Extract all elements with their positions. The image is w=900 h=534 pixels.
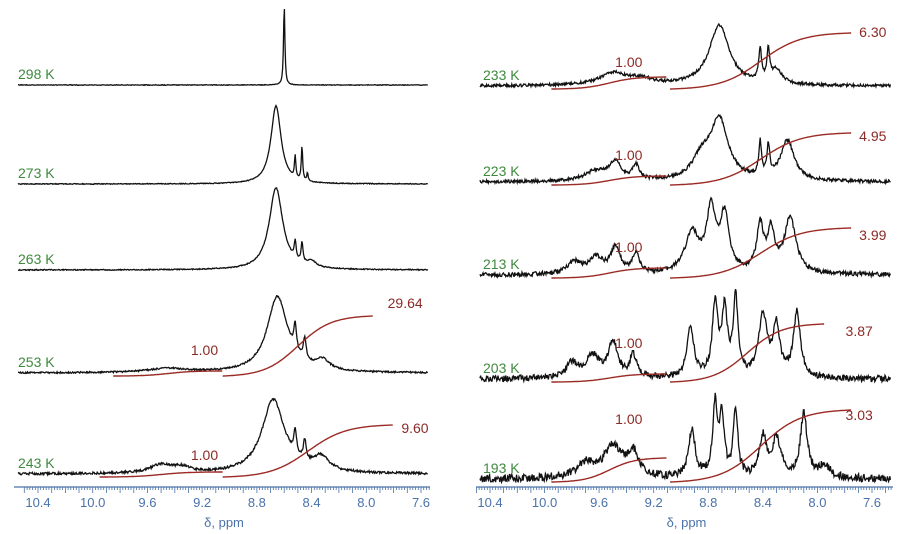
x-tick-label: 8.8 [248, 495, 266, 510]
right-spectra-panel: 233 K 1.00 6.30 223 K 1.00 4.95 213 K 1.00 3.99 2… [475, 22, 893, 530]
integral-value-label: 3.03 [846, 407, 873, 423]
temperature-label: 243 K [18, 455, 55, 471]
x-tick-label: 7.6 [863, 495, 881, 510]
integral-curve-small [113, 370, 223, 377]
temperature-label: 213 K [483, 256, 520, 272]
x-tick-label: 8.4 [754, 495, 772, 510]
integral-curve-main [670, 323, 825, 383]
x-tick-label: 8.4 [303, 495, 321, 510]
x-tick-label: 9.6 [590, 495, 608, 510]
x-tick-label: 10.0 [532, 495, 557, 510]
x-tick-label: 8.0 [808, 495, 826, 510]
integral-curve-small [551, 76, 667, 90]
integral-value-label: 9.60 [401, 420, 428, 436]
x-axis-label: δ, ppm [204, 515, 244, 530]
integral-value-label: 1.00 [191, 342, 218, 358]
x-tick-label: 10.0 [80, 495, 105, 510]
spectrum-trace-263k [17, 187, 429, 272]
integral-value-label: 29.64 [388, 295, 423, 311]
spectrum-trace-253k [18, 294, 429, 375]
x-tick-label: 8.0 [357, 495, 375, 510]
temperature-label: 253 K [18, 354, 55, 370]
temperature-label: 203 K [483, 360, 520, 376]
integral-value-label: 1.00 [191, 447, 218, 463]
integral-curve-small [551, 373, 667, 383]
integral-curve-small [551, 267, 667, 279]
x-tick-label: 10.4 [477, 495, 502, 510]
integral-value-label: 1.00 [615, 411, 642, 427]
integral-value-label: 1.00 [615, 54, 642, 70]
left-spectra-panel: 298 K 273 K 263 K 253 K 1.00 29.64 243 K 1.00 9.… [14, 8, 430, 530]
integral-value-label: 4.95 [859, 128, 886, 144]
temperature-label: 223 K [483, 163, 520, 179]
integral-value-label: 1.00 [615, 335, 642, 351]
spectrum-trace-203k [479, 289, 892, 384]
spectrum-trace-233k [479, 22, 892, 89]
spectrum-trace-298k [17, 8, 428, 87]
spectrum-trace-273k [17, 104, 428, 186]
spectrum-trace-213k [479, 196, 891, 280]
integral-curve-small [551, 457, 667, 483]
temperature-label: 233 K [483, 67, 520, 83]
temperature-label: 263 K [18, 251, 55, 267]
integral-value-label: 3.87 [846, 323, 873, 339]
integral-curve-main [670, 132, 852, 186]
integral-value-label: 3.99 [859, 227, 886, 243]
integral-curve-main [670, 227, 852, 279]
integral-curve-small [551, 175, 667, 186]
x-tick-label: 7.6 [412, 495, 430, 510]
integral-curve-main [670, 409, 852, 483]
spectrum-trace-243k [17, 397, 428, 477]
integral-curve-main [222, 424, 393, 478]
x-axis-label: δ, ppm [667, 515, 707, 530]
temperature-label: 193 K [483, 460, 520, 476]
x-tick-label: 9.6 [138, 495, 156, 510]
x-tick-label: 9.2 [193, 495, 211, 510]
integral-value-label: 1.00 [615, 239, 642, 255]
temperature-label: 298 K [18, 66, 55, 82]
integral-value-label: 6.30 [859, 24, 886, 40]
spectrum-trace-223k [479, 113, 891, 186]
integral-curve-main [222, 315, 373, 377]
x-tick-label: 9.2 [645, 495, 663, 510]
temperature-label: 273 K [18, 165, 55, 181]
integral-curve-main [670, 32, 852, 90]
integral-value-label: 1.00 [615, 147, 642, 163]
spectrum-trace-193k [479, 392, 892, 485]
x-tick-label: 8.8 [699, 495, 717, 510]
x-tick-label: 10.4 [25, 495, 50, 510]
integral-curve-small [99, 471, 223, 478]
